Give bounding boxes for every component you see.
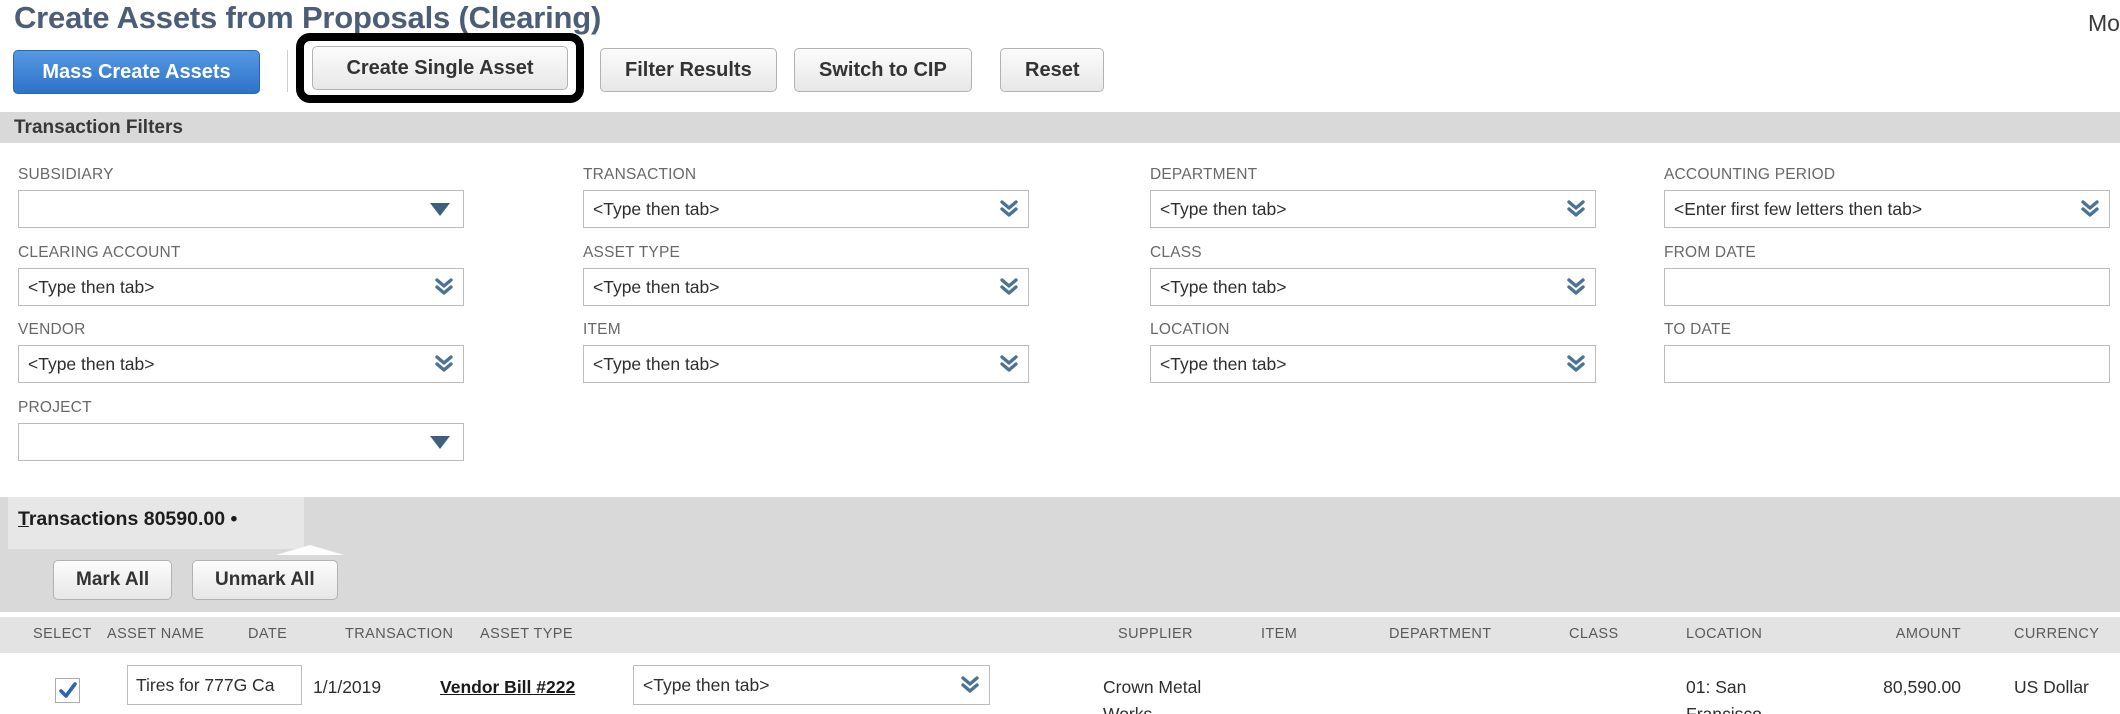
accounting-period-label: ACCOUNTING PERIOD <box>1664 166 1836 183</box>
switch-to-cip-button[interactable]: Switch to CIP <box>794 48 972 92</box>
double-chevron-icon[interactable] <box>999 277 1019 297</box>
double-chevron-icon[interactable] <box>434 354 454 374</box>
col-asset-type: ASSET TYPE <box>480 626 573 642</box>
from-date-label: FROM DATE <box>1664 244 1756 261</box>
col-asset-name: ASSET NAME <box>107 626 205 642</box>
dropdown-triangle-icon[interactable] <box>430 435 450 449</box>
transactions-bullet: • <box>230 508 238 530</box>
project-label: PROJECT <box>18 399 92 416</box>
asset-name-input[interactable] <box>127 665 302 705</box>
supplier-cell: Crown Metal Works <box>1103 677 1202 714</box>
col-supplier: SUPPLIER <box>1118 626 1193 642</box>
col-item: ITEM <box>1261 626 1298 642</box>
mass-create-assets-button[interactable]: Mass Create Assets <box>13 50 260 94</box>
page-title: Create Assets from Proposals (Clearing) <box>14 0 602 35</box>
col-date: DATE <box>248 626 288 642</box>
item-combo[interactable]: <Type then tab> <box>583 345 1029 383</box>
top-right-truncated-text: Mo <box>2088 10 2120 36</box>
double-chevron-icon[interactable] <box>1566 354 1586 374</box>
clearing-account-combo[interactable]: <Type then tab> <box>18 268 464 306</box>
amount-cell: 80,590.00 <box>1883 677 1961 697</box>
double-chevron-icon[interactable] <box>434 277 454 297</box>
double-chevron-icon[interactable] <box>999 354 1019 374</box>
col-class: CLASS <box>1569 626 1619 642</box>
double-chevron-icon[interactable] <box>1566 277 1586 297</box>
col-amount: AMOUNT <box>1895 626 1961 642</box>
transactions-table-header: SELECT ASSET NAME DATE TRANSACTION ASSET… <box>0 617 2120 653</box>
transaction-combo[interactable]: <Type then tab> <box>583 190 1029 228</box>
currency-cell: US Dollar <box>2014 677 2089 697</box>
department-combo[interactable]: <Type then tab> <box>1150 190 1596 228</box>
create-single-asset-button[interactable]: Create Single Asset <box>312 46 568 90</box>
location-label: LOCATION <box>1150 321 1230 338</box>
checkmark-icon <box>59 682 77 698</box>
department-label: DEPARTMENT <box>1150 166 1258 183</box>
active-tab-notch <box>276 545 344 555</box>
accounting-period-combo[interactable]: <Enter first few letters then tab> <box>1664 190 2110 228</box>
clearing-account-label: CLEARING ACCOUNT <box>18 244 181 261</box>
double-chevron-icon[interactable] <box>960 675 980 695</box>
toolbar-divider <box>287 50 288 92</box>
col-select: SELECT <box>33 626 92 642</box>
reset-button[interactable]: Reset <box>1000 48 1105 92</box>
vendor-combo[interactable]: <Type then tab> <box>18 345 464 383</box>
location-cell: 01: San Francisco <box>1686 677 1762 714</box>
mark-all-button[interactable]: Mark All <box>53 560 173 600</box>
double-chevron-icon[interactable] <box>2080 199 2100 219</box>
double-chevron-icon[interactable] <box>1566 199 1586 219</box>
asset-type-label: ASSET TYPE <box>583 244 681 261</box>
to-date-input[interactable] <box>1664 345 2110 383</box>
col-location: LOCATION <box>1686 626 1763 642</box>
col-department: DEPARTMENT <box>1389 626 1492 642</box>
transaction-filters-header: Transaction Filters <box>0 112 2120 143</box>
filter-results-button[interactable]: Filter Results <box>600 48 777 92</box>
transaction-link[interactable]: Vendor Bill #222 <box>440 677 576 697</box>
transactions-section: Transactions 80590.00 • Mark All Unmark … <box>0 497 2120 612</box>
project-select[interactable] <box>18 423 464 461</box>
date-cell: 1/1/2019 <box>313 677 382 697</box>
double-chevron-icon[interactable] <box>999 199 1019 219</box>
dropdown-triangle-icon[interactable] <box>430 202 450 216</box>
table-row: 1/1/2019 Vendor Bill #222 <Type then tab… <box>0 653 2120 714</box>
row-asset-type-combo[interactable]: <Type then tab> <box>633 665 990 705</box>
tab-transactions[interactable] <box>8 497 304 549</box>
from-date-input[interactable] <box>1664 268 2110 306</box>
unmark-all-button[interactable]: Unmark All <box>192 560 338 600</box>
subsidiary-label: SUBSIDIARY <box>18 166 114 183</box>
to-date-label: TO DATE <box>1664 321 1732 338</box>
transactions-total: 80590.00 <box>143 508 226 530</box>
asset-type-combo[interactable]: <Type then tab> <box>583 268 1029 306</box>
highlight-annotation-frame: Create Single Asset <box>296 33 584 103</box>
class-label: CLASS <box>1150 244 1202 261</box>
select-checkbox[interactable] <box>55 678 80 703</box>
transaction-filters-title: Transaction Filters <box>14 116 183 138</box>
vendor-label: VENDOR <box>18 321 86 338</box>
col-currency: CURRENCY <box>2014 626 2100 642</box>
class-combo[interactable]: <Type then tab> <box>1150 268 1596 306</box>
location-combo[interactable]: <Type then tab> <box>1150 345 1596 383</box>
transactions-tab-label[interactable]: Transactions 80590.00 • <box>18 508 238 530</box>
col-transaction: TRANSACTION <box>345 626 454 642</box>
subsidiary-select[interactable] <box>18 190 464 228</box>
item-label: ITEM <box>583 321 621 338</box>
transaction-label: TRANSACTION <box>583 166 697 183</box>
